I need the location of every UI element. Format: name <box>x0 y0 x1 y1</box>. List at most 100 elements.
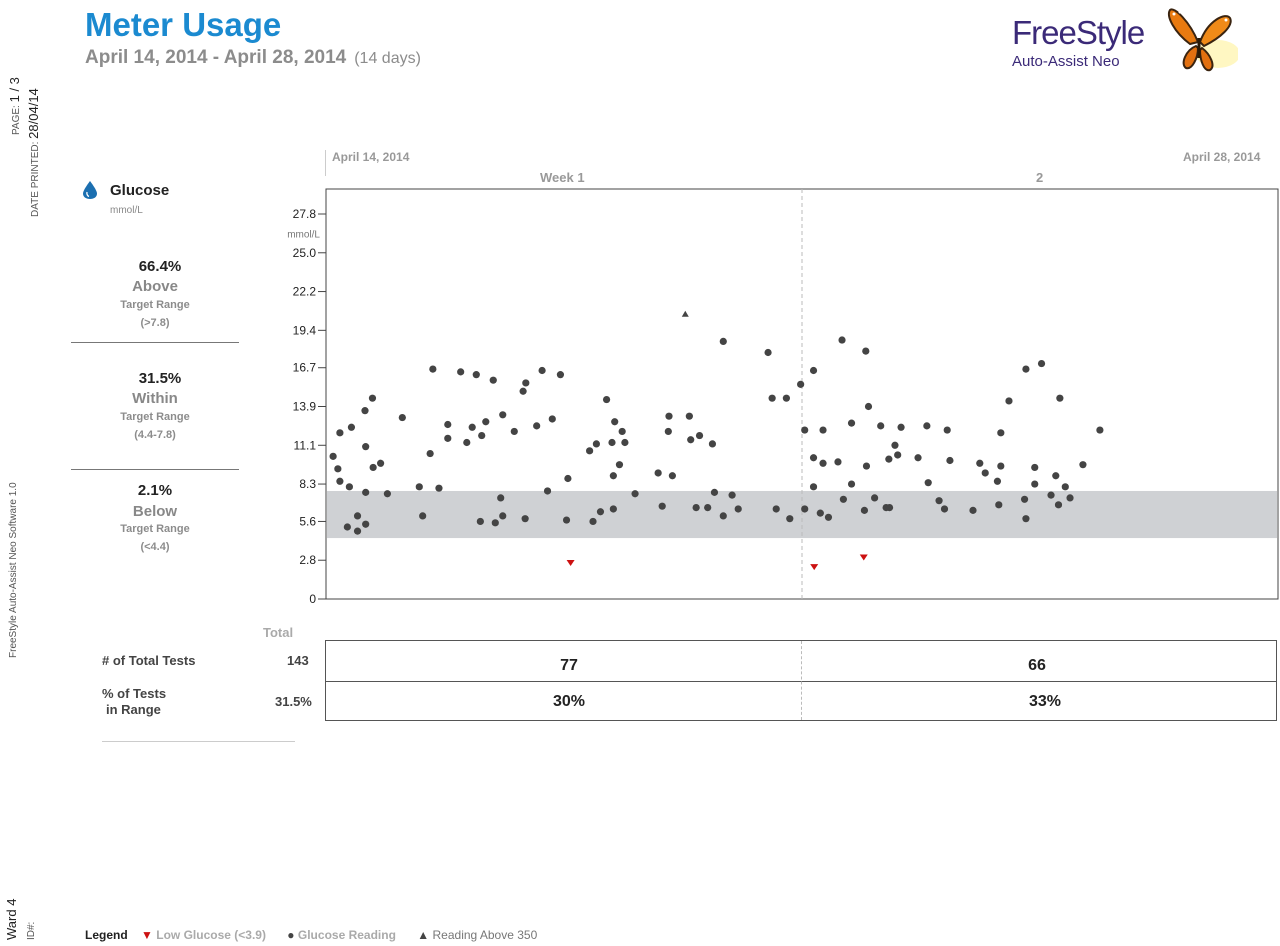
low-glucose-icon: ▼ <box>141 928 153 942</box>
total-tests-label: # of Total Tests <box>102 653 196 668</box>
glucose-reading-point <box>347 423 356 431</box>
stat-below-range: (<4.4) <box>140 541 170 553</box>
date-range: April 14, 2014 - April 28, 2014 (14 days) <box>85 47 421 69</box>
glucose-reading-point <box>533 422 541 430</box>
y-tick-label: 25.0 <box>293 246 317 260</box>
glucose-reading-point <box>519 387 527 395</box>
glucose-reading-point <box>658 502 666 510</box>
glucose-reading-point <box>1031 463 1039 472</box>
glucose-reading-point <box>847 419 856 427</box>
date-range-text: April 14, 2014 - April 28, 2014 <box>85 47 347 68</box>
glucose-reading-point <box>608 438 616 447</box>
week-2-tests: 66 <box>1028 657 1046 674</box>
glucose-reading-point <box>521 515 529 523</box>
glucose-reading-point <box>435 484 443 492</box>
glucose-reading-point <box>336 477 344 485</box>
glucose-reading-point <box>476 517 484 526</box>
glucose-reading-point <box>377 459 385 467</box>
glucose-reading-point <box>369 463 377 472</box>
glucose-reading-point <box>819 459 827 467</box>
glucose-reading-point <box>429 365 437 373</box>
glucose-reading-point <box>801 505 809 513</box>
glucose-reading-point <box>611 418 619 426</box>
legend-low: ▼ Low Glucose (<3.9) <box>141 928 266 942</box>
glucose-reading-point <box>368 394 377 402</box>
glucose-reading-point <box>468 423 476 431</box>
week-1-label: Week 1 <box>540 170 585 185</box>
glucose-reading-point <box>685 412 693 420</box>
glucose-reading-point <box>839 495 847 503</box>
stat-above-range: (>7.8) <box>140 317 170 329</box>
glucose-reading-point <box>877 422 885 430</box>
glucose-reading-point <box>631 490 639 498</box>
glucose-reading-point <box>489 376 497 384</box>
chart-end-date: April 28, 2014 <box>1183 150 1261 164</box>
stat-below-word: Below <box>132 503 178 520</box>
glucose-reading-point <box>398 413 406 422</box>
glucose-reading-point <box>345 483 353 491</box>
glucose-reading-point <box>543 487 552 495</box>
glucose-reading-point <box>969 506 977 514</box>
glucose-reading-point <box>361 407 369 415</box>
legend: Legend ▼ Low Glucose (<3.9) ● Glucose Re… <box>85 928 555 942</box>
glucose-reading-point <box>478 431 486 440</box>
glucose-label: Glucose <box>110 182 170 199</box>
glucose-reading-point <box>1079 461 1087 469</box>
glucose-reading-point <box>976 459 984 467</box>
in-range-label-line1: % of Tests <box>102 686 167 701</box>
summary-week-divider <box>801 641 802 720</box>
stat-within-range: (4.4-7.8) <box>134 429 176 441</box>
legend-above: ▲ Reading Above 350 <box>417 928 538 942</box>
glucose-reading-point <box>621 438 629 447</box>
glucose-reading-point <box>510 427 518 436</box>
y-tick-label: 11.1 <box>294 438 317 452</box>
glucose-reading-point <box>415 483 423 491</box>
y-tick-label: 5.6 <box>299 514 316 528</box>
glucose-reading-point <box>609 472 617 480</box>
glucose-reading-point <box>665 412 673 420</box>
glucose-reading-point <box>1031 480 1039 488</box>
glucose-reading-point <box>564 474 572 483</box>
glucose-reading-point <box>334 465 342 473</box>
low-glucose-point <box>859 554 868 561</box>
glucose-reading-point <box>1096 426 1104 434</box>
glucose-reading-point <box>1022 365 1030 373</box>
glucose-reading-point <box>891 441 899 449</box>
glucose-reading-point <box>618 427 626 436</box>
y-tick-label: 2.8 <box>299 553 316 567</box>
glucose-reading-point <box>1066 494 1074 502</box>
glucose-reading-point <box>1056 394 1064 402</box>
stat-within-word: Within <box>132 390 178 407</box>
stat-above-pct: 66.4% <box>138 258 182 275</box>
glucose-reading-point <box>943 426 951 434</box>
glucose-reading-point <box>862 462 871 470</box>
glucose-reading-point <box>1022 515 1030 523</box>
week-1-tests: 77 <box>560 657 578 674</box>
y-tick-label: 0 <box>309 592 316 606</box>
glucose-reading-point <box>710 488 719 496</box>
glucose-reading-point <box>728 491 736 499</box>
glucose-reading-point <box>556 371 565 379</box>
stat-within-pct: 31.5% <box>138 370 182 387</box>
glucose-reading-point <box>586 447 594 455</box>
glucose-reading-point <box>935 497 943 505</box>
glucose-reading-point <box>343 523 351 531</box>
stat-above-word: Above <box>132 278 178 295</box>
summary-divider <box>102 741 295 742</box>
glucose-reading-point <box>592 440 600 448</box>
y-tick-label: 19.4 <box>293 323 317 337</box>
week-1-in-range: 30% <box>552 693 586 710</box>
glucose-reading-point <box>562 516 571 524</box>
glucose-reading-point <box>664 427 672 436</box>
glucose-reading-point <box>499 411 507 419</box>
glucose-reading-point <box>1047 491 1055 499</box>
glucose-drop-icon <box>83 181 97 199</box>
glucose-reading-point <box>695 431 704 440</box>
y-tick-label: 16.7 <box>293 361 317 375</box>
ward-label: Ward 4 <box>4 898 19 940</box>
stat-within-sub: Target Range <box>120 411 190 423</box>
glucose-reading-point <box>362 520 370 528</box>
glucose-reading-point <box>997 429 1005 437</box>
logo-name: FreeStyle <box>1012 14 1145 51</box>
stat-below-pct: 2.1% <box>137 482 173 499</box>
